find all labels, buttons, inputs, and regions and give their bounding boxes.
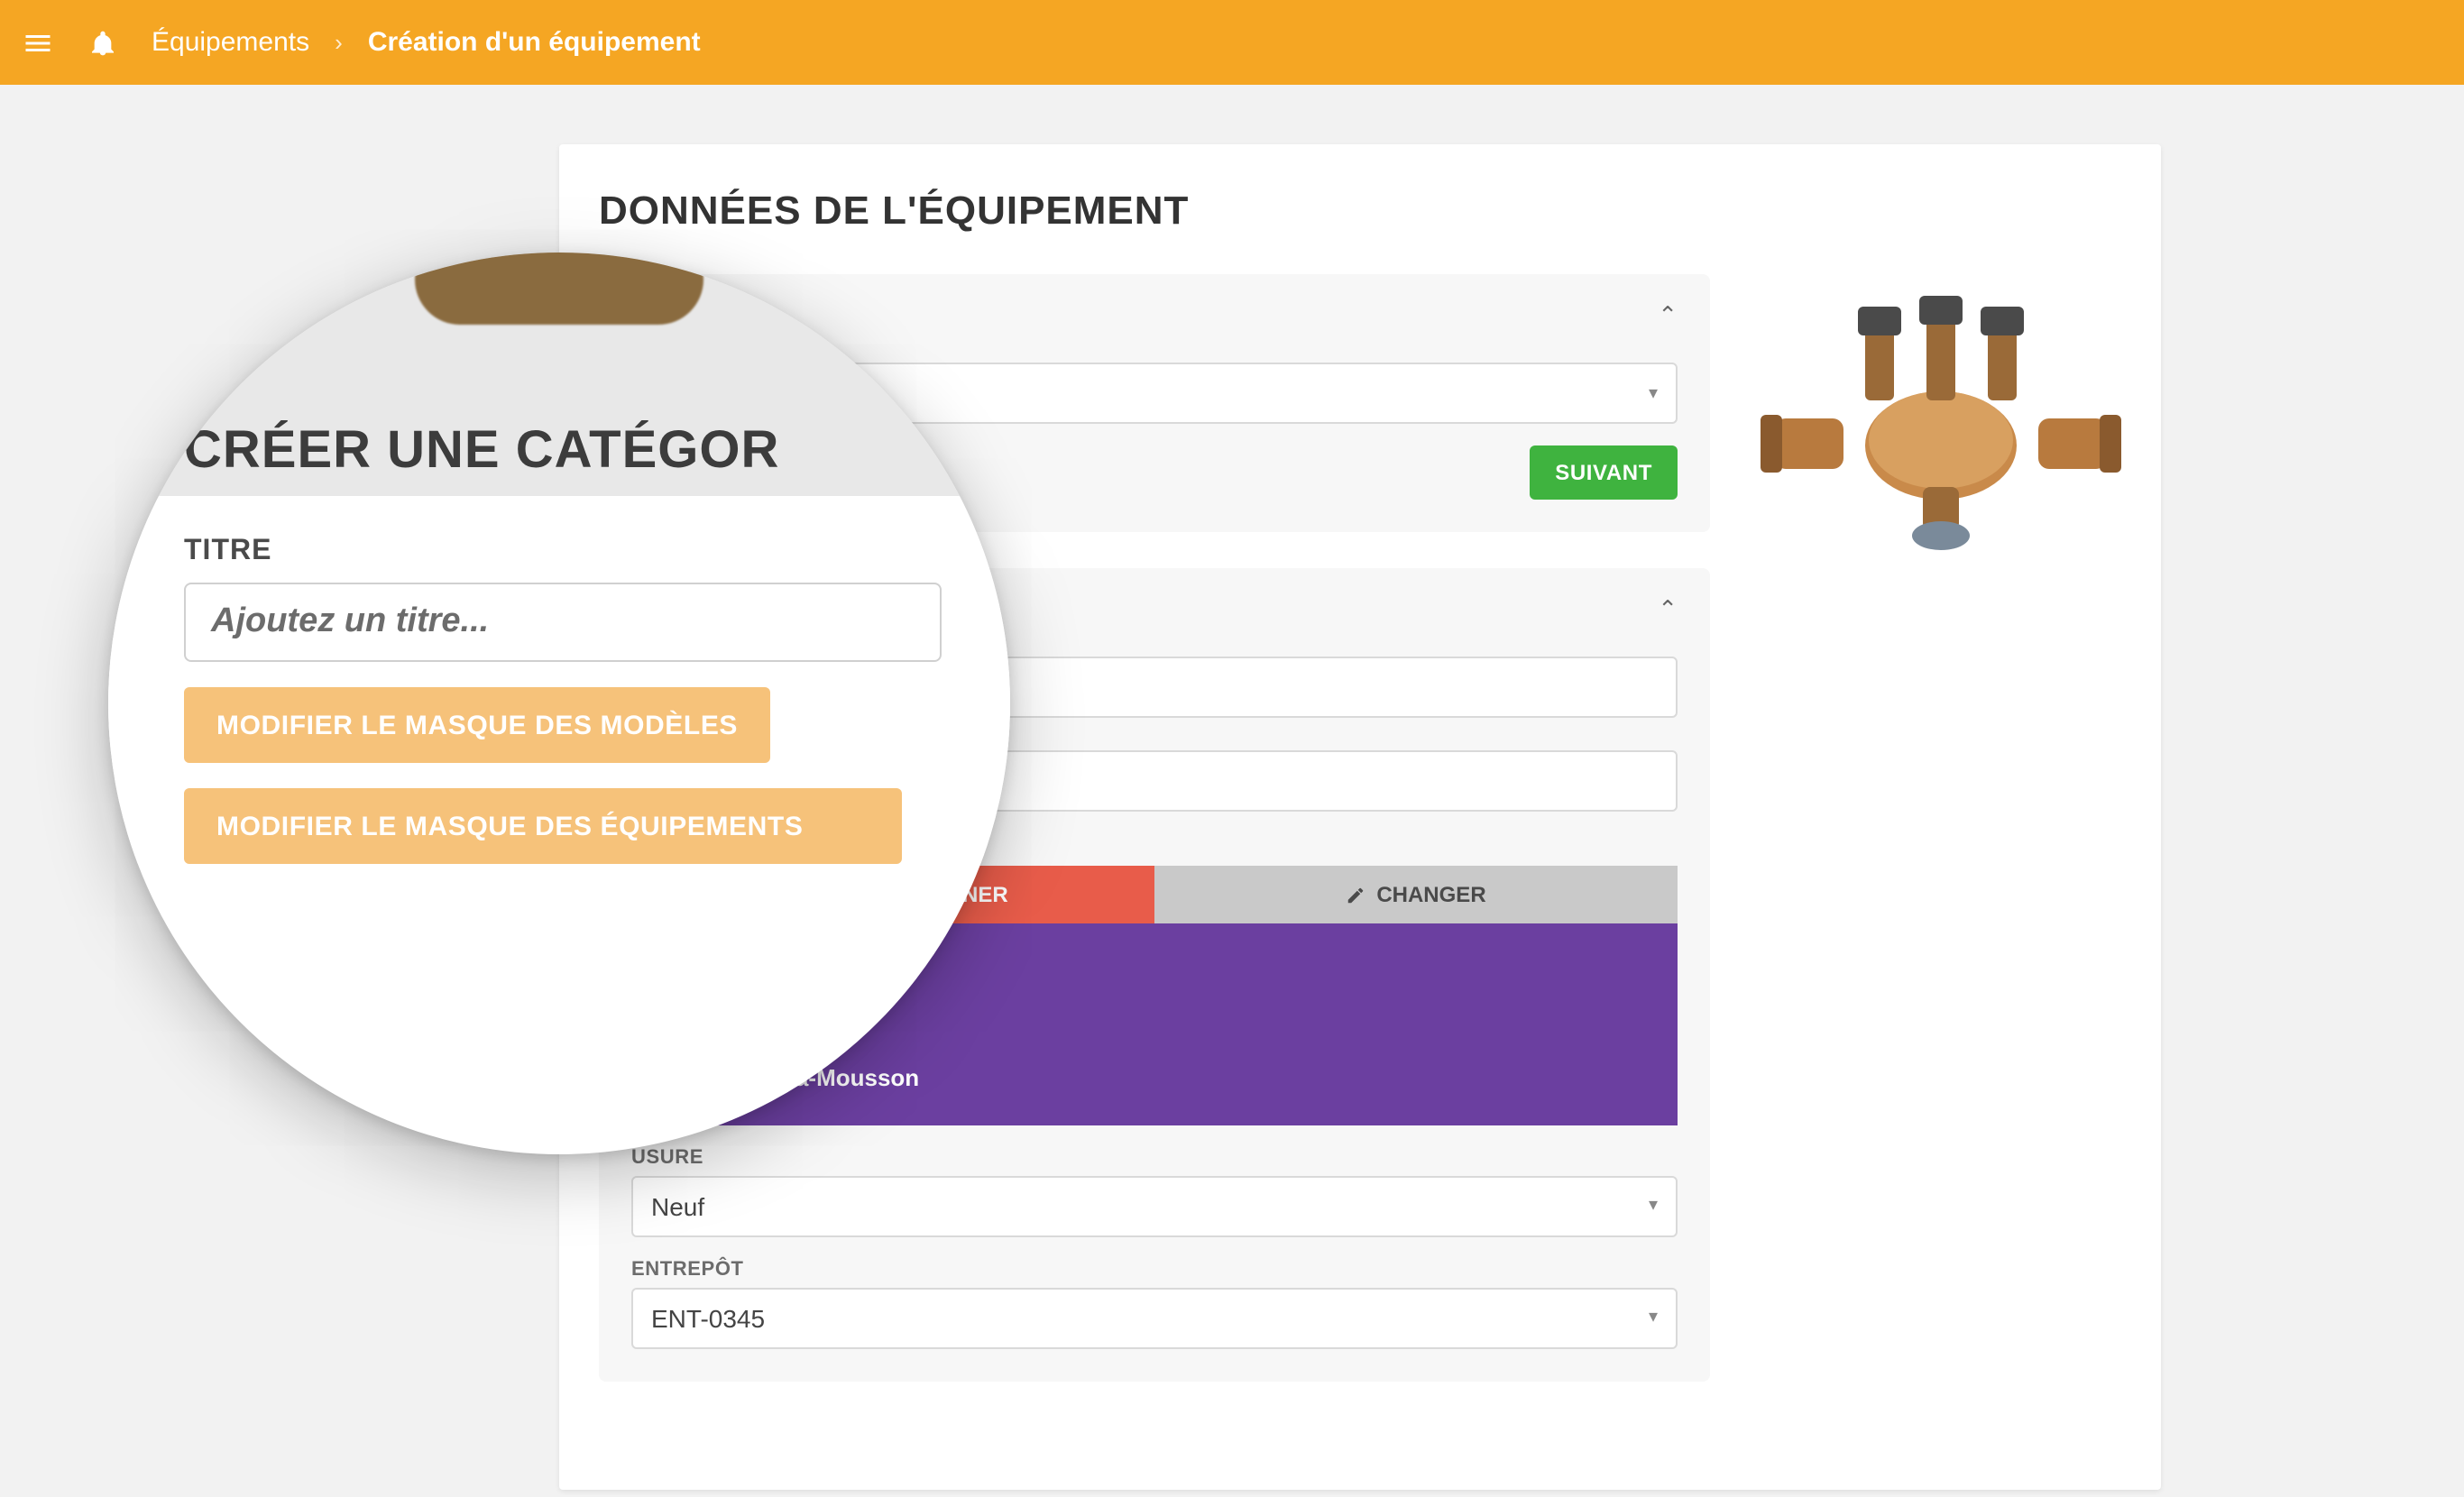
change-button[interactable]: CHANGER [1154,866,1678,923]
topbar: Équipements › Création d'un équipement [0,0,2464,85]
caret-down-icon: ▾ [1649,383,1658,403]
category-title-placeholder: Ajoutez un titre... [211,602,489,642]
lens-heading: CRÉER UNE CATÉGOR [184,422,779,482]
page-title: DONNÉES DE L'ÉQUIPEMENT [599,188,2121,234]
change-label: CHANGER [1376,882,1485,907]
breadcrumb-current: Création d'un équipement [368,27,701,58]
wear-value: Neuf [651,1191,704,1220]
chevron-up-icon: ⌃ [1658,300,1678,329]
notifications-icon[interactable] [87,26,119,59]
pencil-icon [1346,885,1365,905]
lens-title-label: TITRE [184,536,934,568]
next-button[interactable]: SUIVANT [1530,445,1678,500]
warehouse-select[interactable]: ENT-0345 ▾ [631,1287,1678,1348]
equipment-image [1761,274,2121,581]
magnifier-overlay: CRÉER UNE CATÉGOR TITRE Ajoutez un titre… [108,253,1010,1154]
wear-select[interactable]: Neuf ▾ [631,1175,1678,1236]
caret-down-icon: ▾ [1649,1308,1658,1327]
category-title-input[interactable]: Ajoutez un titre... [184,583,942,662]
breadcrumb: Équipements › Création d'un équipement [152,27,701,58]
warehouse-value: ENT-0345 [651,1303,765,1332]
breadcrumb-root[interactable]: Équipements [152,27,309,58]
chevron-up-icon: ⌃ [1658,594,1678,623]
edit-models-mask-button[interactable]: MODIFIER LE MASQUE DES MODÈLES [184,687,770,763]
menu-icon[interactable] [22,26,54,59]
breadcrumb-sep-icon: › [335,29,343,56]
warehouse-label: ENTREPÔT [631,1258,1678,1280]
edit-equipments-mask-button[interactable]: MODIFIER LE MASQUE DES ÉQUIPEMENTS [184,788,902,864]
caret-down-icon: ▾ [1649,1196,1658,1216]
